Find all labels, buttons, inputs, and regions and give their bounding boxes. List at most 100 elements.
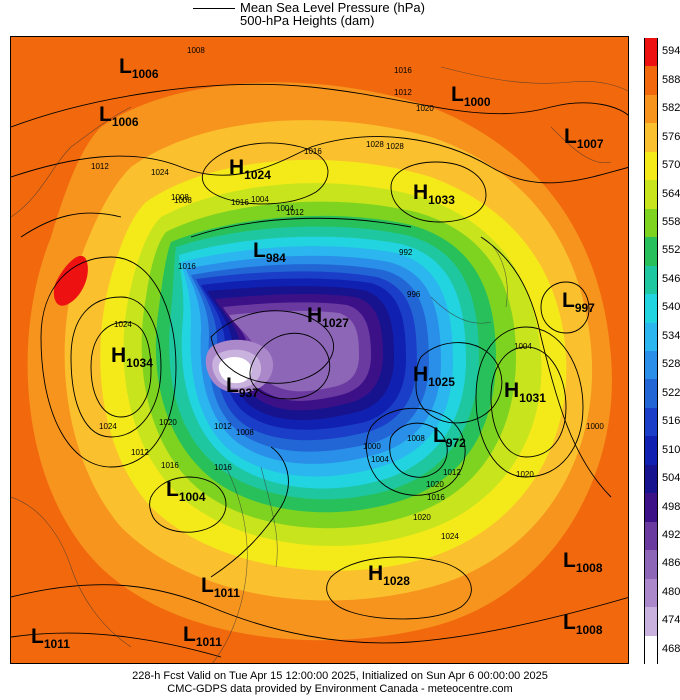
- colorbar-label: 582: [662, 102, 680, 115]
- isobar-value-label: 1028: [366, 140, 384, 149]
- high-1033-label: H1033: [413, 181, 455, 207]
- colorbar-label: 594: [662, 45, 680, 58]
- isobar-value-label: 1024: [114, 320, 132, 329]
- colorbar-cell: [645, 407, 657, 438]
- colorbar-label: 552: [662, 244, 680, 257]
- low-1006-nw-label: L1006: [119, 55, 159, 81]
- isobar-labels: 1008 1012 1016 1020 1028 1024 1012 1008 1004 1004…: [91, 46, 604, 541]
- isobar-value-label: 1016: [231, 198, 249, 207]
- header-heights-label: 500-hPa Heights (dam): [240, 13, 375, 28]
- isobar-value-label: 1004: [371, 455, 389, 464]
- isobar-value-label: 1008: [174, 196, 192, 205]
- isobar-value-label: 996: [407, 290, 421, 299]
- header-mslp-label: Mean Sea Level Pressure (hPa): [240, 0, 425, 15]
- colorbar-label: 528: [662, 358, 680, 371]
- colorbar-cell: [645, 521, 657, 552]
- low-997-label: L997: [562, 289, 595, 315]
- isobar-value-label: 1016: [178, 262, 196, 271]
- isobar-value-label: 1016: [214, 463, 232, 472]
- isobar-value-label: 1004: [251, 195, 269, 204]
- isobar-value-label: 1012: [286, 208, 304, 217]
- chart-header: Mean Sea Level Pressure (hPa) 500-hPa He…: [0, 0, 680, 36]
- colorbar-cell: [645, 322, 657, 352]
- colorbar-label: 474: [662, 614, 680, 627]
- colorbar-cell: [645, 38, 657, 68]
- colorbar-label: 522: [662, 386, 680, 399]
- isobar-value-label: 1012: [214, 422, 232, 431]
- isobars: [11, 83, 628, 658]
- isobar-value-label: 1024: [151, 168, 169, 177]
- isobar-value-label: 1028: [386, 142, 404, 151]
- isobar-value-label: 1024: [99, 422, 117, 431]
- footer-credit: CMC-GDPS data provided by Environment Ca…: [167, 683, 513, 695]
- colorbar-cell: [645, 607, 657, 637]
- colorbar-cell: [645, 550, 657, 580]
- colorbar-label: 570: [662, 159, 680, 172]
- colorbar-label: 486: [662, 557, 680, 570]
- high-1024-label: H1024: [229, 156, 271, 182]
- colorbar-cell: [645, 66, 657, 96]
- isobar-value-label: 1012: [394, 88, 412, 97]
- isobar-value-label: 1016: [394, 66, 412, 75]
- colorbar-cell: [645, 379, 657, 409]
- isobar-value-label: 1012: [91, 162, 109, 171]
- isobar-value-label: 1020: [416, 104, 434, 113]
- colorbar-cell: [645, 464, 657, 495]
- low-937-label: L937: [226, 374, 259, 400]
- colorbar-cell: [645, 237, 657, 267]
- isobar-value-label: 1008: [187, 46, 205, 55]
- low-972-label: L972: [433, 424, 466, 450]
- isobar-value-label: 1020: [413, 513, 431, 522]
- colorbar-label: 510: [662, 443, 680, 456]
- low-1011-a-label: L1011: [201, 574, 240, 600]
- colorbar-cell: [645, 351, 657, 381]
- colorbar-cell: [645, 94, 657, 125]
- isobar-value-label: 1008: [407, 434, 425, 443]
- low-1008-a-label: L1008: [563, 549, 603, 575]
- high-1028-label: H1028: [368, 562, 410, 588]
- high-1027-label: H1027: [307, 304, 349, 330]
- colorbar-label: 468: [662, 642, 680, 655]
- high-1034-label: H1034: [111, 344, 153, 370]
- colorbar-label: 540: [662, 301, 680, 314]
- footer-valid-time: 228-h Fcst Valid on Tue Apr 15 12:00:00 …: [132, 670, 548, 682]
- colorbar-label: 516: [662, 415, 680, 428]
- colorbar-cell: [645, 123, 657, 153]
- coastlines: [11, 66, 628, 663]
- isobar-value-label: 1012: [131, 448, 149, 457]
- low-1007-label: L1007: [564, 125, 604, 151]
- isobar-legend-line: [193, 8, 235, 9]
- isobar-value-label: 1020: [516, 470, 534, 479]
- low-984-label: L984: [253, 239, 286, 265]
- isobar-value-label: 1016: [161, 461, 179, 470]
- colorbar-label: 504: [662, 472, 680, 485]
- colorbar-label: 492: [662, 528, 680, 541]
- low-1006-w-label: L1006: [99, 103, 139, 129]
- colorbar-label: 480: [662, 585, 680, 598]
- colorbar-label: 588: [662, 73, 680, 86]
- colorbar-cell: [645, 436, 657, 466]
- isobar-value-label: 1000: [586, 422, 604, 431]
- field-594: [53, 255, 88, 306]
- colorbar-cell: [645, 493, 657, 523]
- isobar-value-label: 1016: [427, 493, 445, 502]
- colorbar-label: 564: [662, 187, 680, 200]
- colorbar-label: 546: [662, 272, 680, 285]
- isobar-value-label: 1024: [441, 532, 459, 541]
- weather-map: 1008 1012 1016 1020 1028 1024 1012 1008 1004 1004…: [10, 36, 629, 664]
- isobar-value-label: 1012: [443, 468, 461, 477]
- low-1000-label: L1000: [451, 83, 491, 109]
- isobar-value-label: 1000: [363, 442, 381, 451]
- pressure-system-labels: L1006 L1006 H1024 L1000 L1007 H1033 L984 H1034 H…: [31, 55, 604, 651]
- colorbar-label: 534: [662, 329, 680, 342]
- colorbar-label: 576: [662, 130, 680, 143]
- colorbar-cell: [645, 180, 657, 210]
- colorbar-cell: [645, 208, 657, 239]
- isobar-value-label: 1004: [514, 342, 532, 351]
- low-1004-label: L1004: [166, 478, 206, 504]
- isobar-value-label: 1020: [426, 480, 444, 489]
- colorbar: [644, 38, 658, 665]
- colorbar-label: 498: [662, 500, 680, 513]
- isobar-value-label: 1016: [304, 147, 322, 156]
- low-1011-sw-label: L1011: [31, 625, 70, 651]
